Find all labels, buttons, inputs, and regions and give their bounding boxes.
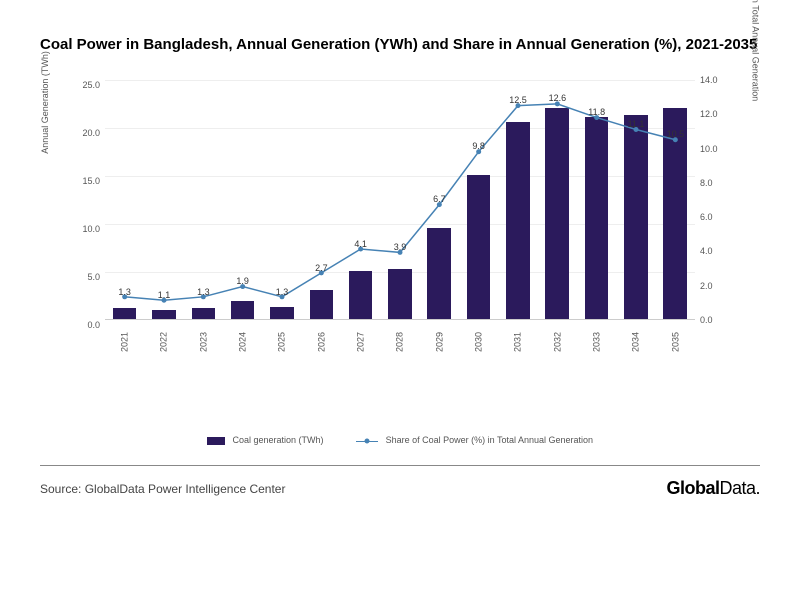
y-right-tick: 0.0: [700, 315, 730, 325]
x-tick-label: 2035: [670, 322, 680, 361]
y-right-tick: 4.0: [700, 246, 730, 256]
y-right-tick: 12.0: [700, 109, 730, 119]
x-tick-label: 2021: [120, 322, 130, 361]
legend: Coal generation (TWh) Share of Coal Powe…: [40, 435, 760, 445]
x-tick-label: 2028: [395, 322, 405, 361]
y-axis-right-label: Share of Coal Power (%) in Total Annual …: [750, 0, 760, 101]
data-label: 12.6: [549, 93, 567, 103]
x-tick-label: 2033: [592, 322, 602, 361]
y-right-tick: 2.0: [700, 281, 730, 291]
x-tick-label: 2031: [513, 322, 523, 361]
y-right-tick: 6.0: [700, 212, 730, 222]
data-label: 4.1: [354, 239, 367, 249]
x-tick-label: 2022: [159, 322, 169, 361]
brand-bold: Global: [666, 478, 719, 498]
data-label: 1.3: [197, 287, 210, 297]
x-tick-label: 2025: [277, 322, 287, 361]
chart-title: Coal Power in Bangladesh, Annual Generat…: [40, 30, 760, 60]
brand-light: Data.: [719, 478, 760, 498]
y-axis-left-label: Annual Generation (TWh): [40, 51, 50, 154]
brand-logo: GlobalData.: [666, 478, 760, 499]
y-right-tick: 10.0: [700, 144, 730, 154]
data-label: 1.3: [276, 287, 289, 297]
legend-bar: Coal generation (TWh): [207, 435, 324, 445]
legend-line: Share of Coal Power (%) in Total Annual …: [356, 435, 593, 445]
data-label: 3.9: [394, 242, 407, 252]
data-label: 11.1: [628, 119, 645, 129]
footer: Source: GlobalData Power Intelligence Ce…: [40, 465, 760, 499]
x-tick-label: 2024: [238, 322, 248, 361]
x-axis: 2021202220232024202520262027202820292030…: [105, 325, 695, 335]
x-tick-label: 2027: [356, 322, 366, 361]
y-right-tick: 14.0: [700, 75, 730, 85]
y-axis-right: 0.02.04.06.08.010.012.014.0: [700, 80, 730, 320]
data-label: 6.7: [433, 194, 446, 204]
legend-bar-label: Coal generation (TWh): [232, 435, 323, 445]
x-tick-label: 2032: [552, 322, 562, 361]
y-axis-left: 0.05.010.015.020.025.0: [70, 80, 100, 320]
data-label: 10.5: [667, 129, 685, 139]
data-label: 11.8: [588, 107, 605, 117]
bar-swatch-icon: [207, 437, 225, 445]
source-text: Source: GlobalData Power Intelligence Ce…: [40, 482, 285, 496]
x-tick-label: 2023: [198, 322, 208, 361]
data-label: 1.3: [118, 287, 131, 297]
line-path: [125, 104, 676, 300]
data-label: 1.9: [236, 276, 249, 286]
data-label: 12.5: [509, 95, 527, 105]
x-tick-label: 2026: [316, 322, 326, 361]
plot-area: 1.3 1.1 1.3 1.9 1.3 2.7 4.1 3.9 6.7 9.8 12.5 12.6 11…: [105, 80, 695, 320]
line-series: [105, 80, 695, 319]
chart-area: Annual Generation (TWh) 0.05.010.015.020…: [50, 80, 750, 380]
legend-line-label: Share of Coal Power (%) in Total Annual …: [386, 435, 593, 445]
x-tick-label: 2034: [631, 322, 641, 361]
x-tick-label: 2029: [434, 322, 444, 361]
x-tick-label: 2030: [474, 322, 484, 361]
y-right-tick: 8.0: [700, 178, 730, 188]
data-label: 9.8: [472, 141, 485, 151]
data-label: 2.7: [315, 263, 328, 273]
data-label: 1.1: [158, 290, 171, 300]
